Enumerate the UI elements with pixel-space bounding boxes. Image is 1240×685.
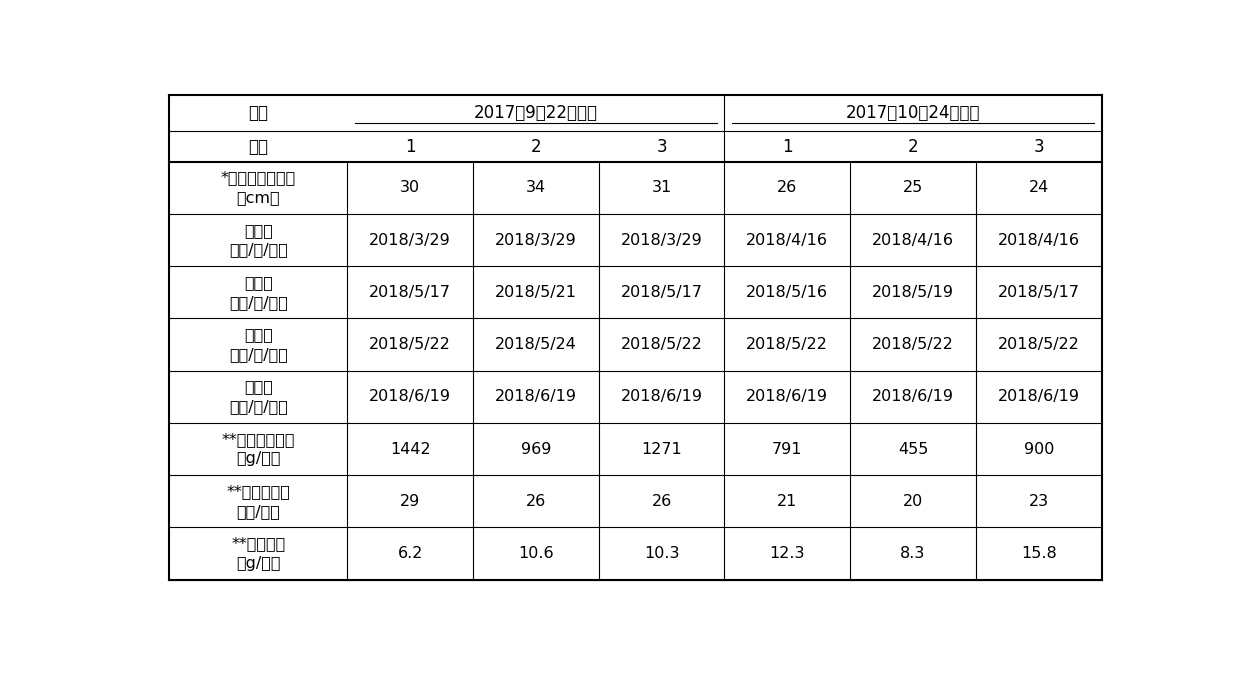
Text: 2018/5/21: 2018/5/21 <box>495 285 577 300</box>
Text: 2018/6/19: 2018/6/19 <box>998 389 1080 404</box>
Text: 2: 2 <box>531 138 541 155</box>
Text: 株号: 株号 <box>248 138 268 155</box>
Text: 455: 455 <box>898 442 929 456</box>
Text: 2018/4/16: 2018/4/16 <box>872 233 954 248</box>
Text: 2018/5/17: 2018/5/17 <box>998 285 1080 300</box>
Text: 10.6: 10.6 <box>518 546 553 561</box>
Text: 2017年9月22日扦插: 2017年9月22日扦插 <box>474 104 598 123</box>
Text: 2018/4/16: 2018/4/16 <box>998 233 1080 248</box>
Text: 6.2: 6.2 <box>397 546 423 561</box>
Text: 2017年10月24日扦插: 2017年10月24日扦插 <box>846 104 981 123</box>
Text: 2018/6/19: 2018/6/19 <box>746 389 828 404</box>
Text: 2018/6/19: 2018/6/19 <box>620 389 703 404</box>
Text: 终花期
（年/月/日）: 终花期 （年/月/日） <box>229 379 288 414</box>
Text: 900: 900 <box>1023 442 1054 456</box>
Text: 1: 1 <box>404 138 415 155</box>
Text: 2018/3/29: 2018/3/29 <box>621 233 702 248</box>
Text: 969: 969 <box>521 442 551 456</box>
Text: 791: 791 <box>773 442 802 456</box>
Text: 抽薹期
（年/月/日）: 抽薹期 （年/月/日） <box>229 223 288 258</box>
Text: **一级分枝数
（个/株）: **一级分枝数 （个/株） <box>227 484 290 519</box>
Text: 2018/6/19: 2018/6/19 <box>495 389 577 404</box>
Text: 2018/5/22: 2018/5/22 <box>872 337 954 352</box>
Text: 1: 1 <box>782 138 792 155</box>
Text: 25: 25 <box>903 180 923 195</box>
Text: 3: 3 <box>1033 138 1044 155</box>
Text: 盛花期
（年/月/日）: 盛花期 （年/月/日） <box>229 327 288 362</box>
Text: 1271: 1271 <box>641 442 682 456</box>
Text: 24: 24 <box>1029 180 1049 195</box>
Text: 34: 34 <box>526 180 546 195</box>
Text: 26: 26 <box>651 494 672 509</box>
Text: 2018/5/22: 2018/5/22 <box>620 337 703 352</box>
Text: 2018/4/16: 2018/4/16 <box>746 233 828 248</box>
Text: 2018/5/22: 2018/5/22 <box>998 337 1080 352</box>
Text: 26: 26 <box>526 494 546 509</box>
Text: 2018/6/19: 2018/6/19 <box>872 389 954 404</box>
Text: 2018/5/22: 2018/5/22 <box>746 337 828 352</box>
Text: 始花期
（年/月/日）: 始花期 （年/月/日） <box>229 275 288 310</box>
Text: 23: 23 <box>1029 494 1049 509</box>
Text: 15.8: 15.8 <box>1021 546 1056 561</box>
Text: 2018/6/19: 2018/6/19 <box>370 389 451 404</box>
Text: 31: 31 <box>651 180 672 195</box>
Text: **地上部分鲜重
（g/株）: **地上部分鲜重 （g/株） <box>222 432 295 466</box>
Text: 2018/5/17: 2018/5/17 <box>370 285 451 300</box>
Text: 26: 26 <box>777 180 797 195</box>
Text: 8.3: 8.3 <box>900 546 926 561</box>
Text: 2018/5/16: 2018/5/16 <box>746 285 828 300</box>
Text: **种子产量
（g/株）: **种子产量 （g/株） <box>231 536 285 571</box>
Text: 2018/3/29: 2018/3/29 <box>495 233 577 248</box>
Text: 10.3: 10.3 <box>644 546 680 561</box>
Text: *越冬后植株直径
（cm）: *越冬后植株直径 （cm） <box>221 171 296 206</box>
Text: 3: 3 <box>656 138 667 155</box>
Text: 处理: 处理 <box>248 104 268 123</box>
Text: 20: 20 <box>903 494 923 509</box>
Text: 2018/3/29: 2018/3/29 <box>370 233 451 248</box>
Text: 2018/5/22: 2018/5/22 <box>370 337 451 352</box>
Text: 2018/5/24: 2018/5/24 <box>495 337 577 352</box>
Text: 29: 29 <box>401 494 420 509</box>
Text: 2018/5/17: 2018/5/17 <box>620 285 703 300</box>
Text: 2018/5/19: 2018/5/19 <box>872 285 954 300</box>
Text: 2: 2 <box>908 138 919 155</box>
Text: 21: 21 <box>777 494 797 509</box>
Text: 12.3: 12.3 <box>770 546 805 561</box>
Text: 30: 30 <box>401 180 420 195</box>
Text: 1442: 1442 <box>389 442 430 456</box>
